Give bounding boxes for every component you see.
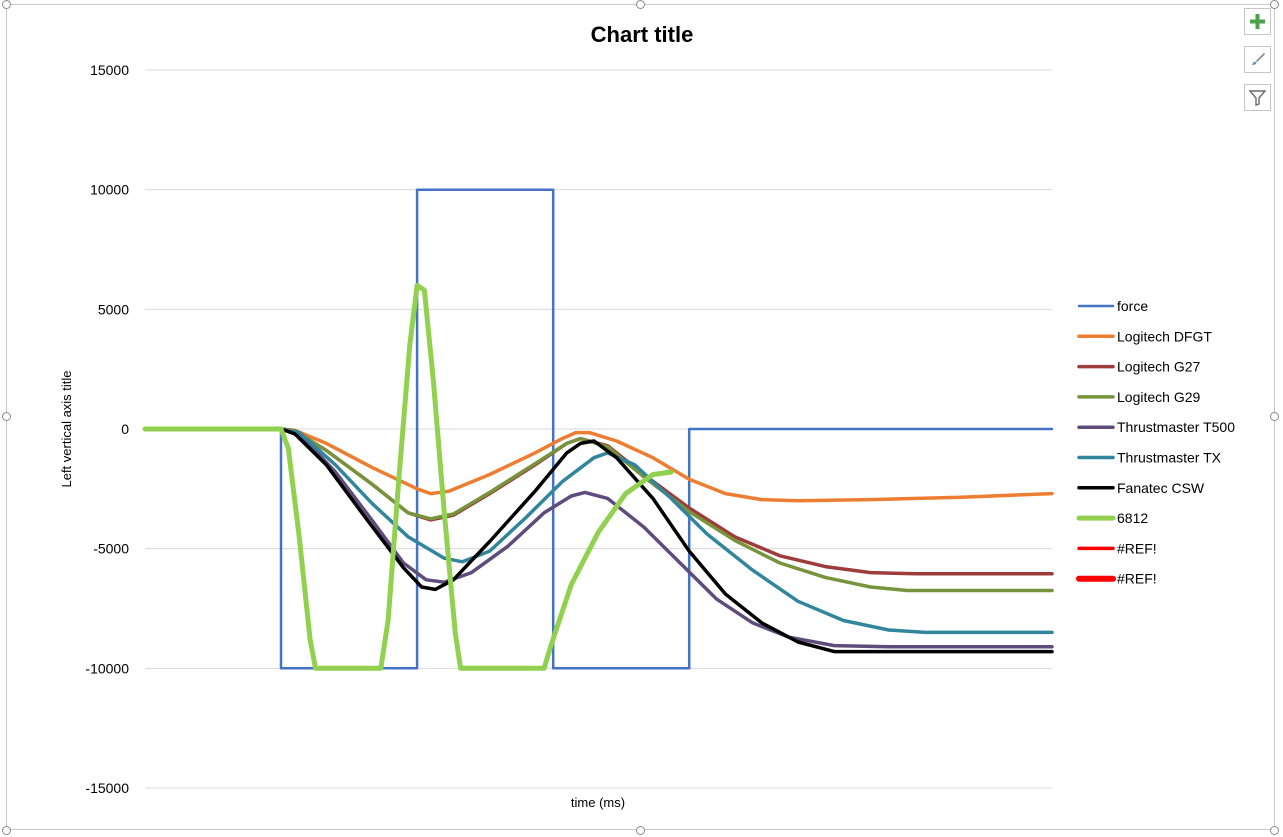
chart-title[interactable]: Chart title (591, 22, 694, 47)
legend-item[interactable]: Logitech G29 (1077, 389, 1200, 405)
resize-handle-top-right[interactable] (1270, 0, 1279, 9)
legend[interactable]: force Logitech DFGT Logitech G27 Logitech G… (1076, 298, 1235, 587)
x-axis-title[interactable]: time (ms) (571, 795, 625, 810)
series-line[interactable] (143, 427, 1054, 654)
legend-label: Logitech G29 (1117, 389, 1200, 405)
y-tick-label: 15000 (90, 62, 129, 78)
resize-handle-middle-right[interactable] (1270, 412, 1279, 421)
legend-item[interactable]: force (1077, 298, 1148, 314)
legend-item[interactable]: Logitech DFGT (1077, 328, 1212, 344)
legend-label: Fanatec CSW (1117, 480, 1205, 496)
resize-handle-top-center[interactable] (636, 0, 645, 9)
legend-item[interactable]: #REF! (1076, 571, 1157, 587)
chart-styles-button[interactable] (1244, 46, 1271, 73)
legend-label: Thrustmaster T500 (1117, 419, 1235, 435)
resize-handle-top-left[interactable] (2, 0, 11, 9)
legend-item[interactable]: 6812 (1076, 510, 1148, 526)
y-tick-label: 10000 (90, 182, 129, 198)
legend-label: Thrustmaster TX (1117, 450, 1222, 466)
legend-item[interactable]: #REF! (1077, 540, 1157, 556)
legend-item[interactable]: Thrustmaster T500 (1077, 419, 1235, 435)
legend-label: Logitech G27 (1117, 359, 1200, 375)
plot-area[interactable] (142, 188, 1054, 671)
y-tick-label: 5000 (98, 301, 129, 317)
y-axis-title[interactable]: Left vertical axis title (59, 370, 74, 487)
funnel-icon (1248, 90, 1267, 106)
legend-item[interactable]: Fanatec CSW (1077, 480, 1205, 496)
series-line[interactable] (143, 427, 1054, 503)
legend-label: Logitech DFGT (1117, 328, 1212, 344)
y-tick-label: -15000 (85, 780, 129, 796)
series-line[interactable] (142, 282, 674, 671)
legend-label: force (1117, 298, 1148, 314)
brush-icon (1252, 53, 1265, 65)
chart-elements-button[interactable] (1244, 8, 1271, 35)
legend-item[interactable]: Logitech G27 (1077, 359, 1200, 375)
y-tick-label: 0 (121, 421, 129, 437)
legend-label: #REF! (1117, 571, 1157, 587)
chart-filters-button[interactable] (1244, 84, 1271, 111)
y-tick-label: -5000 (93, 541, 129, 557)
legend-item[interactable]: Thrustmaster TX (1077, 450, 1222, 466)
resize-handle-bottom-right[interactable] (1270, 826, 1279, 835)
legend-label: 6812 (1117, 510, 1148, 526)
resize-handle-bottom-center[interactable] (636, 826, 645, 835)
y-axis-tick-labels: 15000 10000 5000 0 -5000 -10000 -15000 (85, 62, 129, 796)
resize-handle-bottom-left[interactable] (2, 826, 11, 835)
y-tick-label: -10000 (85, 660, 129, 676)
resize-handle-middle-left[interactable] (2, 412, 11, 421)
series-line[interactable] (143, 427, 1054, 635)
series-line[interactable] (143, 427, 1054, 593)
legend-label: #REF! (1117, 540, 1157, 556)
plus-icon (1250, 14, 1265, 29)
series-line[interactable] (143, 427, 1054, 649)
